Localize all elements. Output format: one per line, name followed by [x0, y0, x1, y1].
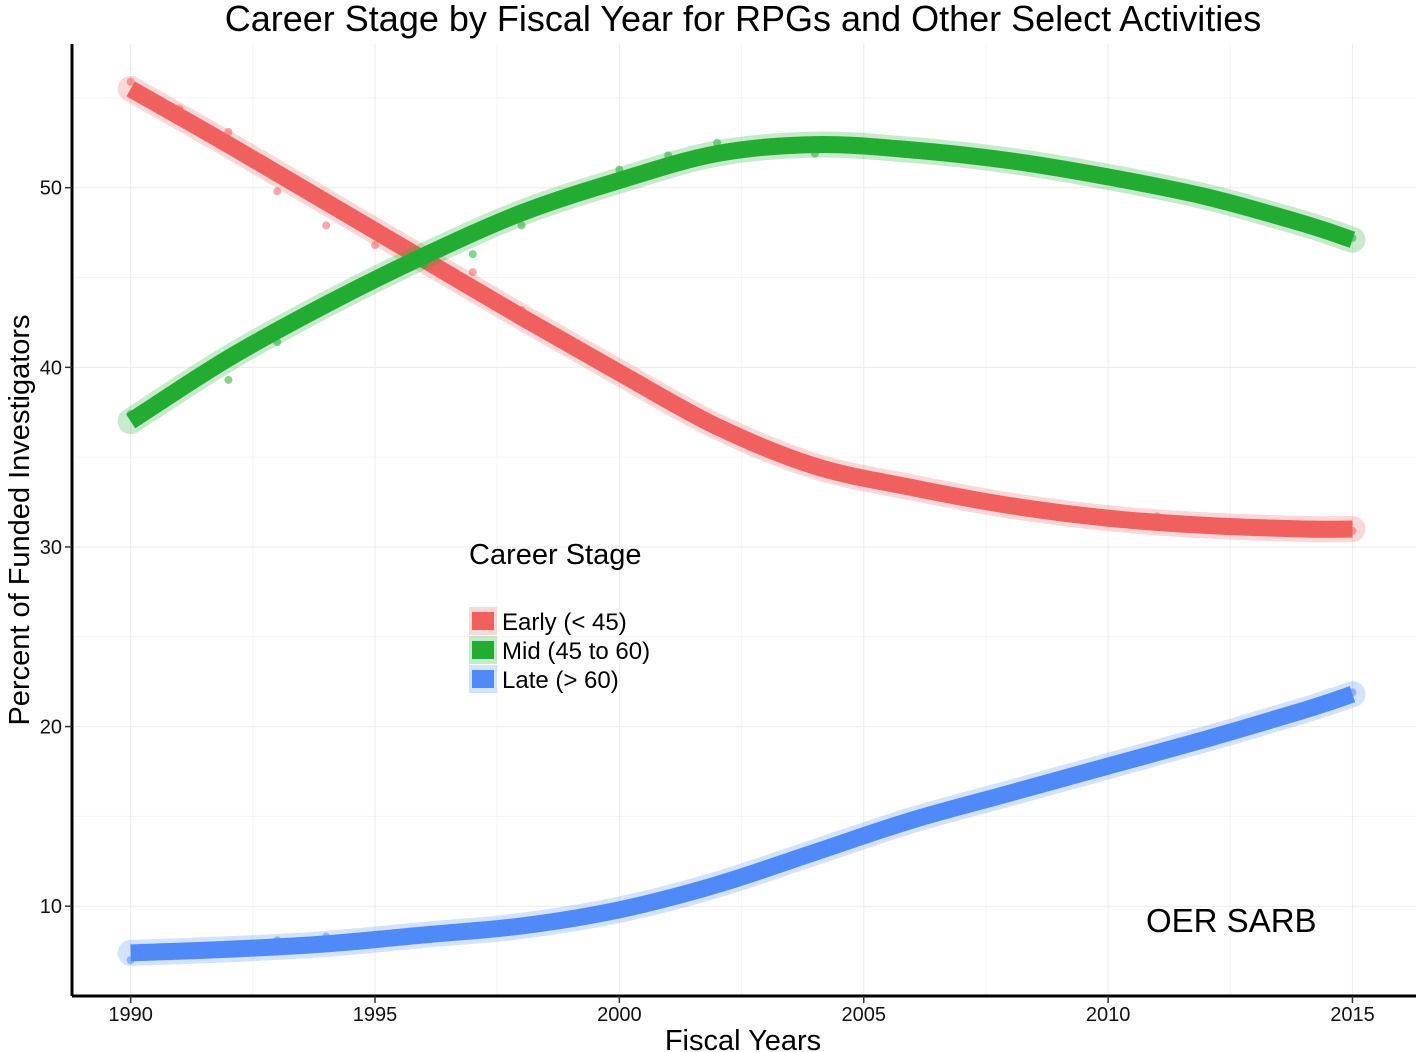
legend-swatch-early: [472, 612, 494, 630]
x-tick-label: 2010: [1086, 1004, 1131, 1026]
legend-items: Early (< 45)Mid (45 to 60)Late (> 60): [469, 607, 650, 694]
x-axis-label: Fiscal Years: [665, 1025, 821, 1052]
legend-label-mid: Mid (45 to 60): [502, 638, 650, 665]
legend-item-mid: Mid (45 to 60): [469, 636, 650, 665]
y-tick-label: 30: [40, 537, 62, 559]
axes: [70, 44, 1416, 998]
series-early-point: [273, 187, 282, 196]
series-early: [117, 75, 1366, 543]
y-tick-label: 10: [40, 896, 62, 918]
legend-title: Career Stage: [469, 539, 642, 571]
legend-item-early: Early (< 45): [469, 607, 627, 636]
x-tick-label: 2005: [841, 1004, 886, 1026]
legend-swatch-late: [472, 670, 494, 688]
series-mid-point: [517, 221, 526, 230]
legend-label-late: Late (> 60): [502, 667, 619, 694]
series-mid-point: [224, 375, 233, 384]
series-early-point: [126, 77, 135, 86]
series-layer: [117, 75, 1366, 966]
ticks: 1990 1995 2000 2005 2010 2015 10 20 30 40 50: [40, 178, 1375, 1026]
x-tick-label: 1995: [353, 1004, 398, 1026]
x-tick-label: 1990: [108, 1004, 153, 1026]
series-early-line: [126, 81, 1353, 538]
x-tick-label: 2000: [597, 1004, 642, 1026]
series-mid-point: [468, 250, 477, 259]
y-tick-label: 20: [40, 717, 62, 739]
chart-title: Career Stage by Fiscal Year for RPGs and…: [225, 0, 1261, 39]
legend: Career Stage Early (< 45)Mid (45 to 60)L…: [469, 539, 650, 694]
series-mid: [117, 131, 1366, 435]
watermark-label: OER SARB: [1146, 902, 1317, 939]
y-tick-label: 50: [40, 178, 62, 200]
series-early-point: [322, 221, 331, 230]
y-tick-label: 40: [40, 357, 62, 379]
legend-swatch-mid: [472, 641, 494, 659]
series-early-point: [371, 241, 380, 250]
series-mid-line: [126, 136, 1356, 429]
series-late: [117, 681, 1366, 966]
series-late-line: [130, 686, 1356, 962]
x-tick-label: 2015: [1330, 1004, 1375, 1026]
legend-item-late: Late (> 60): [469, 665, 619, 694]
y-axis-label: Percent of Funded Investigators: [4, 314, 36, 725]
legend-label-early: Early (< 45): [502, 609, 627, 636]
series-early-point: [468, 268, 477, 277]
